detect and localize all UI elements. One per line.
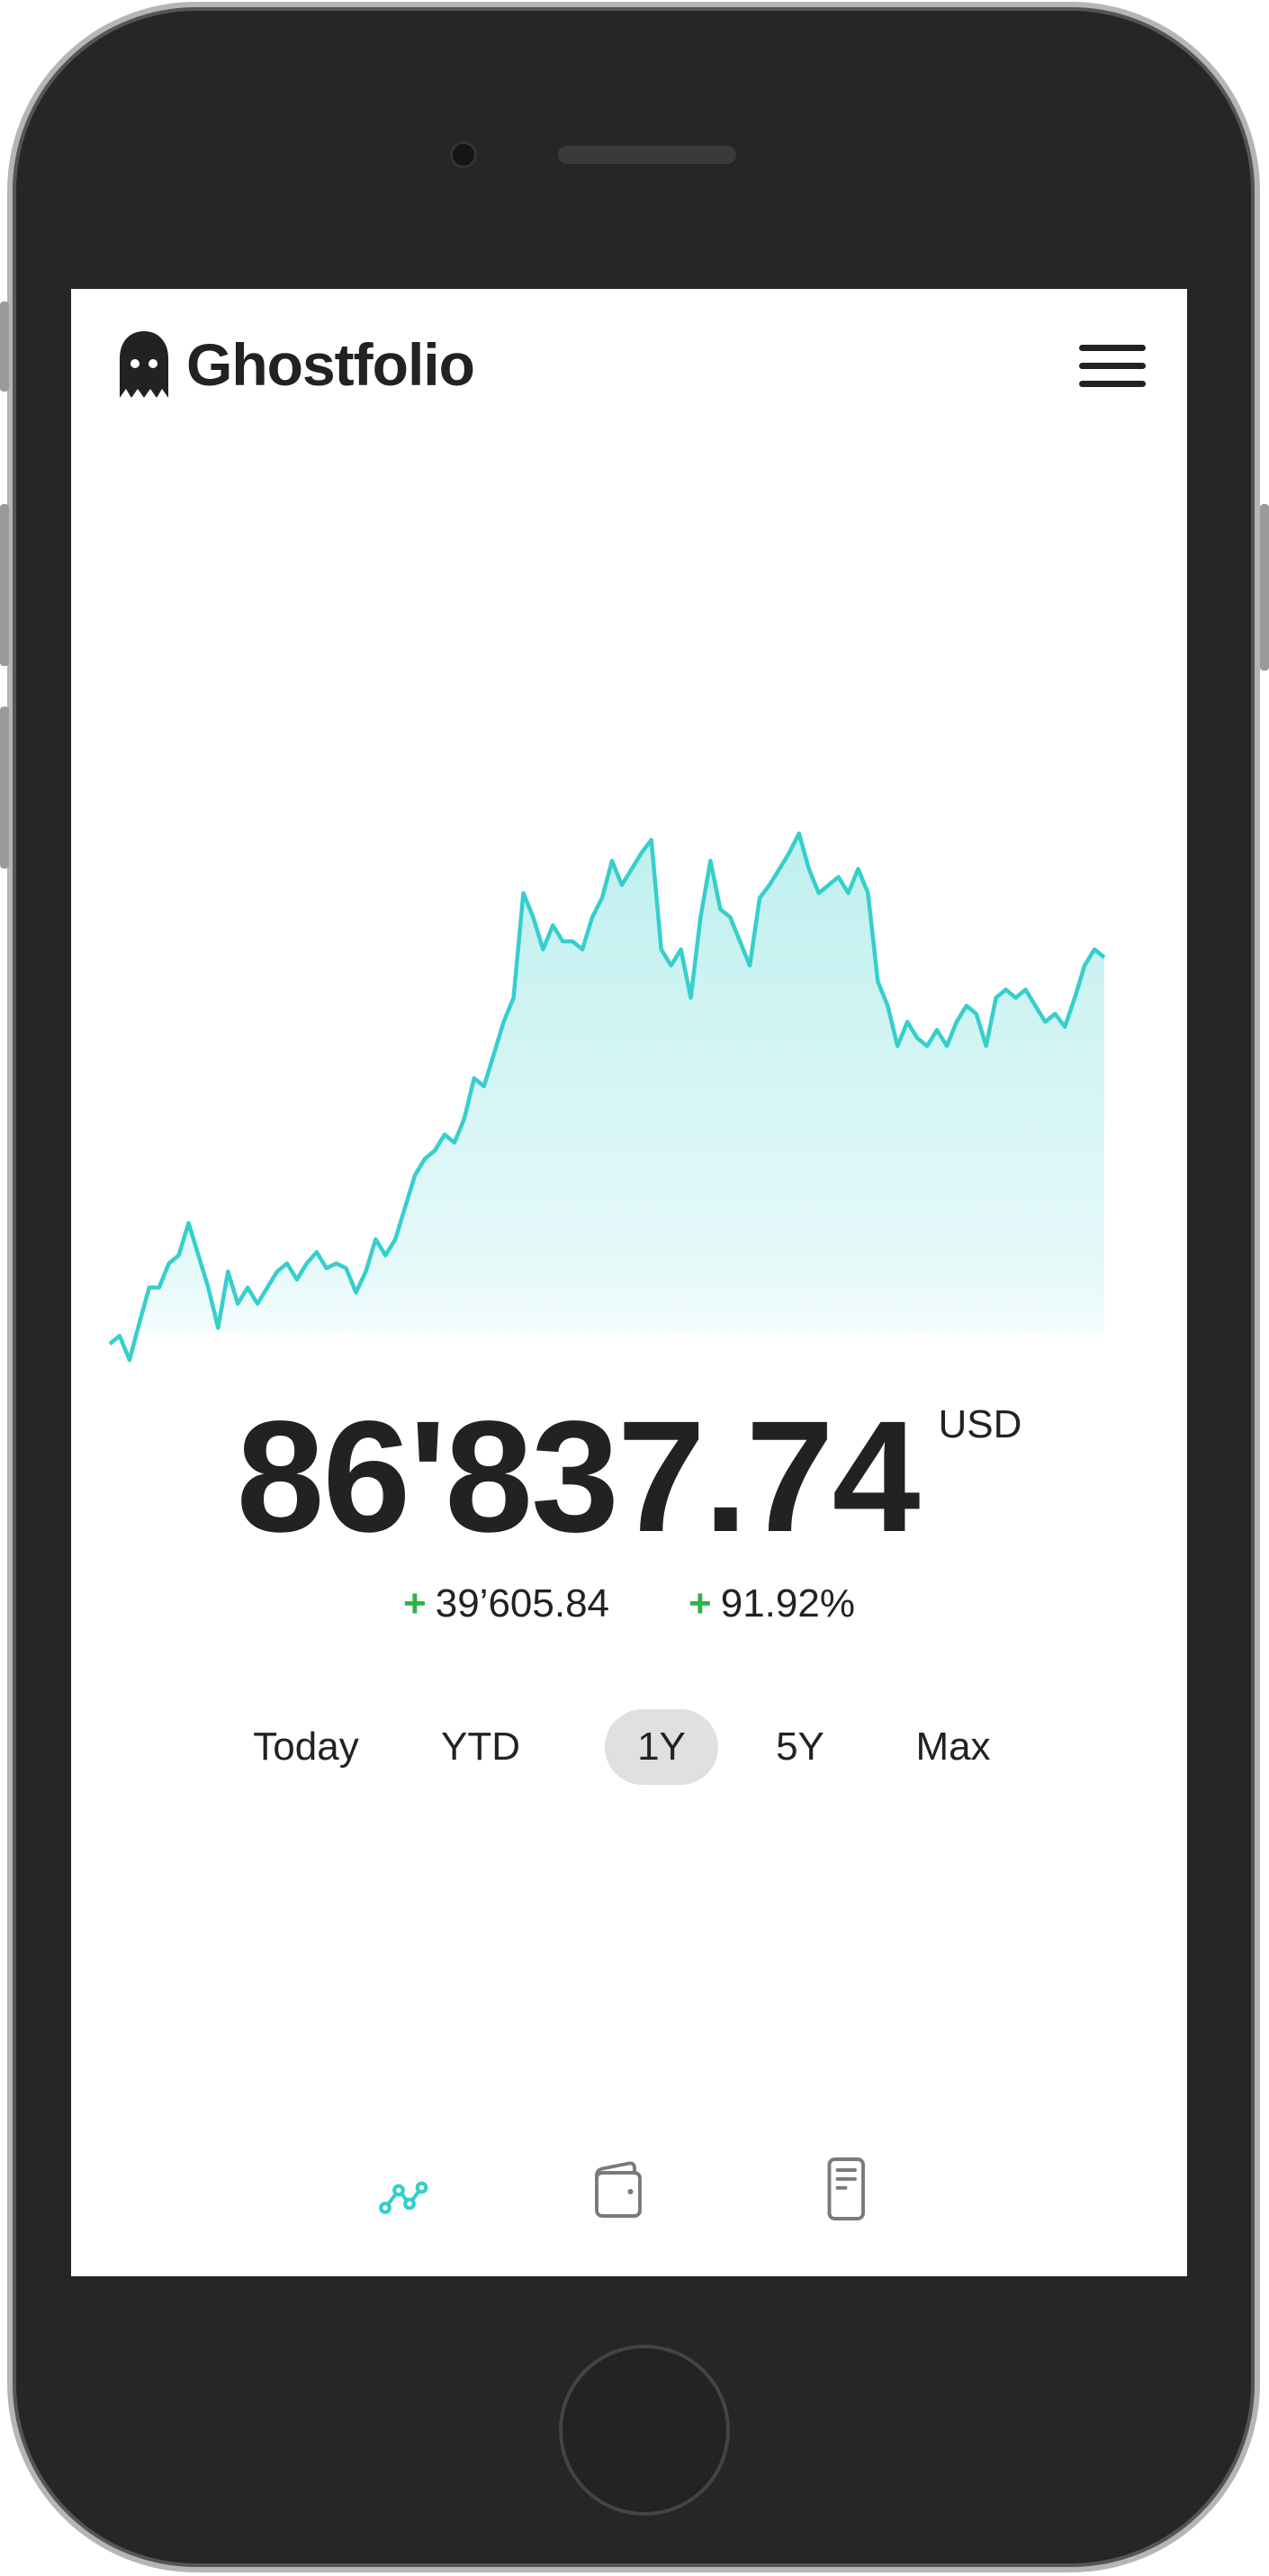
range-ytd[interactable]: YTD (441, 1725, 520, 1769)
app-screen: Ghostfolio 86'837.74 USD +39’605.84 +91.… (71, 289, 1187, 2276)
document-icon[interactable] (804, 2143, 885, 2224)
range-1y[interactable]: 1Y (605, 1709, 718, 1785)
chart-series-line (108, 831, 1106, 1363)
power-button (1260, 504, 1269, 671)
app-title: Ghostfolio (186, 331, 475, 398)
home-button[interactable] (559, 2345, 730, 2516)
earpiece-speaker (558, 146, 736, 164)
ghost-logo-icon (120, 331, 168, 398)
chart-line-icon[interactable] (372, 2143, 453, 2224)
currency-label: USD (938, 1402, 1022, 1446)
performance-chart (108, 831, 1106, 1363)
percent-change: +91.92% (688, 1581, 855, 1626)
volume-down-button (0, 707, 9, 869)
positive-sign: + (688, 1581, 712, 1626)
performance-changes: +39’605.84 +91.92% (71, 1581, 1187, 1626)
percent-change-value: 91.92% (720, 1581, 855, 1626)
chart-area-fill (110, 833, 1104, 1360)
range-max[interactable]: Max (915, 1725, 991, 1769)
hamburger-menu-icon[interactable] (1079, 343, 1146, 390)
portfolio-value: 86'837.74 USD (71, 1383, 1187, 1572)
range-5y[interactable]: 5Y (776, 1725, 824, 1769)
mute-switch (0, 302, 9, 392)
front-camera (450, 141, 477, 168)
absolute-change-value: 39’605.84 (435, 1581, 610, 1626)
portfolio-value-amount: 86'837.74 (236, 1389, 921, 1565)
date-range-selector: Today YTD 1Y 5Y Max (71, 1709, 1187, 1785)
absolute-change: +39’605.84 (403, 1581, 609, 1626)
volume-up-button (0, 504, 9, 666)
wallet-icon[interactable] (586, 2143, 667, 2224)
positive-sign: + (403, 1581, 427, 1626)
range-today[interactable]: Today (253, 1725, 359, 1769)
app-logo[interactable]: Ghostfolio (118, 330, 475, 399)
